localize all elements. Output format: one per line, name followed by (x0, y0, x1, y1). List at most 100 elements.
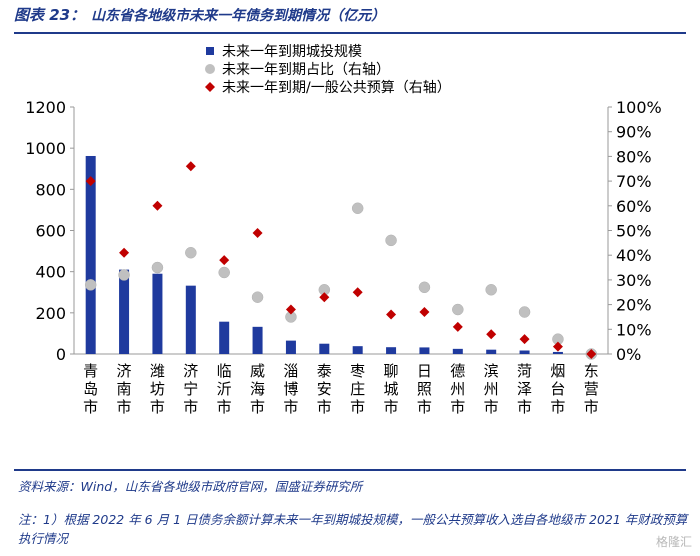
legend-ratio-swatch (205, 82, 215, 92)
x-label-char: 市 (517, 398, 532, 416)
bar-6 (285, 340, 296, 354)
x-label-char: 市 (484, 398, 499, 416)
x-label-char: 州 (450, 380, 465, 398)
x-label-char: 市 (283, 398, 298, 416)
bar-12 (486, 349, 497, 354)
x-label-char: 枣 (350, 362, 365, 380)
x-label-char: 聊 (384, 362, 399, 380)
bottom-divider (14, 469, 686, 471)
x-label-char: 市 (83, 398, 98, 416)
share-point-2 (151, 261, 164, 274)
bar-3 (185, 285, 196, 354)
share-point-3 (185, 246, 197, 259)
bar-5 (252, 326, 263, 354)
footnote: 注：1）根据 2022 年 6 月 1 日债务余额计算未来一年到期城投规模，一般… (18, 512, 688, 546)
ratio-point-0 (85, 176, 96, 187)
figure-number: 图表 23： (14, 6, 86, 24)
debt-maturity-chart: 未来一年到期城投规模未来一年到期占比（右轴）未来一年到期/一般公共预算（右轴） … (25, 44, 661, 416)
figure-title: 图表 23： 山东省各地级市未来一年债务到期情况（亿元） (14, 4, 385, 28)
ratio-point-14 (552, 341, 563, 352)
right-tick-label: 90% (616, 123, 652, 142)
x-label-char: 市 (417, 398, 432, 416)
x-label-char: 青 (83, 362, 98, 380)
x-label-char: 宁 (183, 380, 198, 398)
ratio-point-10 (419, 307, 430, 318)
left-tick-label: 800 (35, 180, 66, 199)
x-label-char: 市 (550, 398, 565, 416)
ratio-point-12 (486, 329, 497, 340)
x-label-char: 台 (550, 380, 565, 398)
right-tick-label: 10% (616, 320, 652, 339)
share-point-4 (218, 266, 230, 279)
bar-8 (352, 346, 363, 354)
x-label-char: 东 (584, 362, 599, 380)
budget-ratio-series (85, 161, 597, 359)
x-label-char: 城 (384, 380, 399, 398)
ratio-point-4 (219, 255, 230, 266)
bar-14 (552, 351, 563, 354)
x-label-char: 海 (250, 380, 265, 398)
x-label-char: 泽 (517, 380, 532, 398)
x-label-char: 营 (584, 380, 599, 398)
x-label-char: 岛 (83, 380, 98, 398)
x-label-char: 菏 (517, 362, 532, 380)
left-tick-label: 1200 (25, 98, 66, 117)
x-label-char: 威 (250, 362, 265, 380)
share-point-5 (251, 291, 264, 303)
bar-0 (85, 155, 96, 354)
ratio-point-1 (119, 247, 130, 258)
x-label-char: 德 (450, 362, 465, 380)
ratio-point-13 (519, 334, 530, 345)
x-label-char: 淄 (283, 362, 298, 380)
right-tick-label: 0% (616, 345, 641, 364)
legend-label-0: 未来一年到期城投规模 (222, 44, 362, 60)
share-point-9 (385, 234, 397, 247)
right-tick-label: 20% (616, 296, 652, 315)
x-label-char: 坊 (150, 380, 165, 398)
ratio-point-7 (319, 292, 330, 303)
share-point-10 (418, 281, 431, 294)
x-label-char: 市 (350, 398, 365, 416)
x-label-char: 庄 (350, 380, 365, 398)
x-label-char: 市 (384, 398, 399, 416)
x-label-char: 潍 (150, 362, 165, 380)
x-label-char: 市 (150, 398, 165, 416)
right-tick-label: 40% (616, 246, 652, 265)
right-tick-label: 100% (616, 98, 662, 117)
left-tick-label: 0 (56, 345, 66, 364)
bar-7 (319, 343, 330, 354)
bar-13 (519, 350, 530, 354)
right-tick-label: 30% (616, 271, 652, 290)
ratio-point-3 (185, 161, 196, 172)
source-note: 资料来源：Wind，山东省各地级市政府官网，国盛证券研究所 (18, 479, 363, 494)
left-tick-label: 1000 (25, 139, 66, 158)
watermark-logo: 格隆汇 (655, 535, 692, 549)
x-label-char: 滨 (484, 362, 499, 380)
x-label-char: 日 (417, 362, 432, 380)
x-label-char: 济 (117, 362, 132, 380)
bar-series (85, 155, 597, 354)
share-point-0 (84, 279, 97, 291)
share-point-11 (452, 303, 464, 316)
bar-4 (219, 321, 230, 354)
x-label-char: 市 (183, 398, 198, 416)
axes: 0 200 400 600 800 1000 1200 0% 10% 20% 30% 40% 50% 60… (25, 98, 661, 364)
figure-caption: 山东省各地级市未来一年债务到期情况（亿元） (91, 8, 386, 24)
x-label-char: 市 (317, 398, 332, 416)
x-label-char: 照 (417, 380, 432, 398)
ratio-point-11 (452, 321, 463, 332)
share-point-12 (485, 284, 497, 296)
x-label-char: 博 (283, 380, 298, 398)
legend-label-2: 未来一年到期/一般公共预算（右轴） (222, 80, 451, 96)
left-tick-label: 400 (35, 263, 66, 282)
left-tick-label: 200 (35, 304, 66, 323)
ratio-point-2 (152, 200, 163, 211)
legend-label-1: 未来一年到期占比（右轴） (222, 62, 390, 78)
x-label-char: 市 (450, 398, 465, 416)
bar-9 (386, 347, 397, 354)
x-label-char: 安 (317, 380, 332, 398)
share-point-8 (351, 202, 364, 215)
right-tick-label: 60% (616, 197, 652, 216)
left-tick-label: 600 (35, 222, 66, 241)
